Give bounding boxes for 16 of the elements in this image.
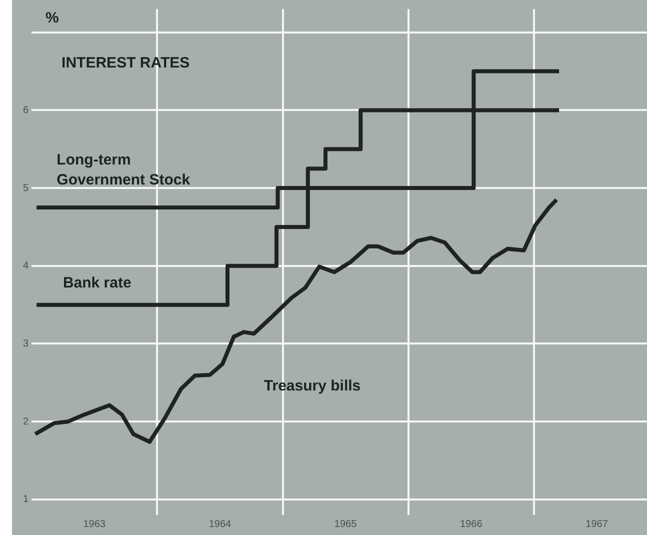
y-tick-label: 5	[23, 182, 29, 194]
x-tick-label: 1966	[460, 518, 483, 530]
y-tick-label: 1	[23, 494, 29, 506]
x-tick-label: 1964	[208, 518, 232, 530]
series-label: Bank rate	[62, 274, 132, 292]
text: INTEREST RATES	[62, 54, 190, 72]
y-tick-label: 4	[23, 260, 29, 272]
x-tick-label: 1965	[334, 518, 358, 530]
x-tick-label: 1967	[586, 518, 608, 530]
y-axis-title: %	[46, 9, 59, 26]
x-tick-label: 1963	[83, 518, 106, 530]
y-tick-label: 2	[23, 416, 29, 428]
y-tick-label: 6	[23, 104, 29, 116]
series-label: Long-term Government Stock	[56, 152, 191, 189]
y-tick-label: 3	[23, 338, 29, 350]
text: Treasury bills	[264, 377, 361, 394]
